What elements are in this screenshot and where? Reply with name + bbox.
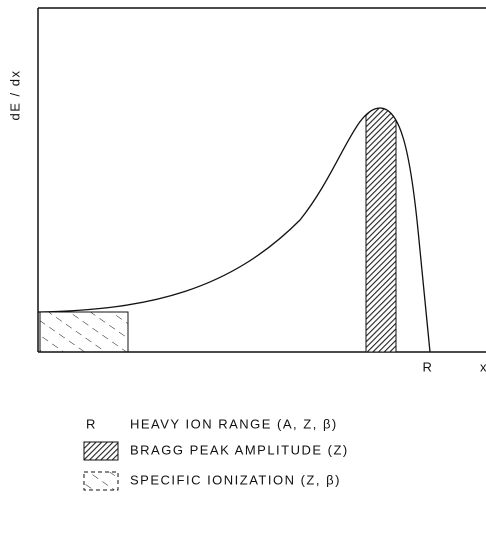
x-axis-label: x [480,359,486,374]
legend-label: SPECIFIC IONIZATION (Z, β) [130,472,341,487]
specific-ionization-area [39,311,129,353]
range-marker: R [423,359,434,374]
legend-symbol: R [86,416,97,431]
plot-frame [37,7,486,353]
bragg-peak-band [365,108,397,352]
legend-swatch-dense [83,441,119,461]
legend-label: BRAGG PEAK AMPLITUDE (Z) [130,442,349,457]
legend-label: HEAVY ION RANGE (A, Z, β) [130,416,338,431]
legend-swatch-sparse [83,471,119,491]
y-axis-label: dE / dx [7,70,22,121]
bragg-curve [37,107,431,353]
